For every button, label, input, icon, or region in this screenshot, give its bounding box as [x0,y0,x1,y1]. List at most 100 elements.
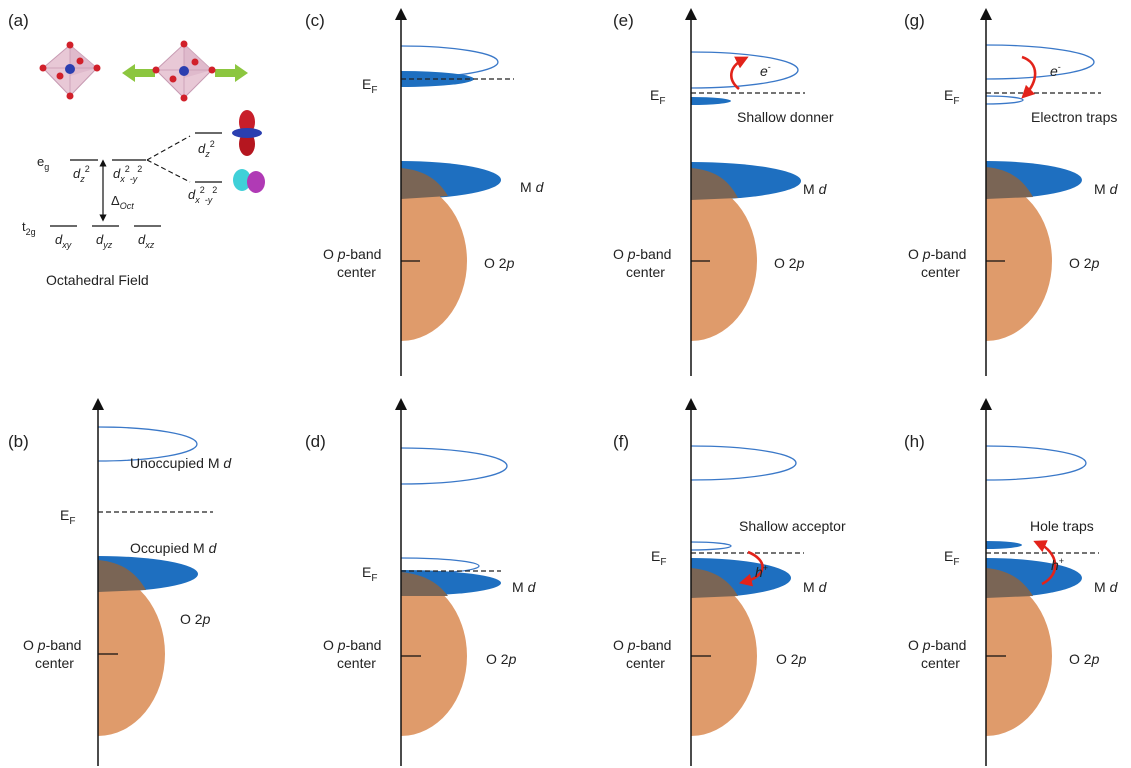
panel-label-f: (f) [613,432,629,451]
o-2p-label: O 2p [484,255,515,271]
o-2p-band [986,576,1052,736]
dz2-split-label: dz2 [198,139,215,159]
dxz-label: dxz [138,232,155,250]
eg-label: eg [37,154,49,172]
electron-trap-level [986,95,1024,105]
compress-right-arrow-icon [215,64,248,82]
band-overlap [98,560,146,592]
dz2-orbital-icon [232,110,262,156]
o-2p-label: O 2p [774,255,805,271]
ef-label: EF [651,548,666,568]
dx2y2-label: dx2-y2 [113,164,142,184]
hole-arrow-icon [738,550,764,587]
band-overlap [986,167,1033,199]
panel-label-g: (g) [904,11,925,30]
occupied-m-d-label: Occupied M d [130,540,218,556]
shallow-donner-label: Shallow donner [737,109,834,125]
partially-filled-band [401,557,480,575]
o-p-band-label: O p-band [613,637,671,653]
unoccupied-band [401,447,508,485]
octahedron-icon [39,41,101,100]
panel-e: (e) e- EF Shallow donner M d O 2p O p-ba… [613,7,834,376]
o-p-band-label: O p-band [908,246,966,262]
o-2p-band [401,576,467,736]
ef-label: EF [944,87,959,107]
o-2p-label: O 2p [486,651,517,667]
band-overlap [691,168,738,200]
o-2p-band [691,576,757,736]
o-p-band-label: O p-band [908,637,966,653]
o-2p-band [98,572,165,736]
center-label: center [626,264,665,280]
ef-label: EF [60,507,75,527]
panel-label-b: (b) [8,432,29,451]
shallow-acceptor-label: Shallow acceptor [739,518,846,534]
ef-label: EF [362,76,377,96]
center-label: center [921,655,960,671]
hole-trap-level [986,541,1022,549]
center-label: center [626,655,665,671]
panel-label-e: (e) [613,11,634,30]
unoccupied-m-d-label: Unoccupied M d [130,455,232,471]
electron-label: e- [760,62,771,79]
band-overlap [691,568,738,598]
trapping-arrow-icon [1021,55,1037,99]
panel-c: (c) EF M d O 2p O p-band center [305,7,545,376]
panel-label-a: (a) [8,11,29,30]
octahedral-field-caption: Octahedral Field [46,272,149,288]
m-d-label: M d [1094,181,1119,197]
center-label: center [337,264,376,280]
band-overlap [401,572,448,596]
m-d-label: M d [803,181,828,197]
o-2p-band [401,181,467,341]
panel-b: (b) Unoccupied M d EF Occupied M d O 2p … [8,398,232,766]
band-overlap [401,168,448,199]
o-p-band-label: O p-band [613,246,671,262]
ef-label: EF [944,548,959,568]
compress-left-arrow-icon [122,64,155,82]
panel-h: (h) h+ Hole traps EF M d O 2p O p-band c… [904,398,1119,766]
dx2y2-orbital-icon [233,169,265,193]
panel-f: (f) h+ Shallow acceptor EF M d O 2p O p-… [613,398,846,766]
electron-label: e- [1050,62,1061,79]
unoccupied-band [401,45,499,79]
band-overlap [986,568,1033,598]
distorted-octahedron-icon [152,40,216,102]
hole-label: h+ [755,563,768,580]
acceptor-level [691,541,732,551]
panel-label-c: (c) [305,11,325,30]
ef-label: EF [362,564,377,584]
o-2p-band [986,181,1052,341]
delta-oct-label: ΔOct [111,193,134,211]
dxy-label: dxy [55,232,72,250]
m-d-label: M d [803,579,828,595]
electron-traps-label: Electron traps [1031,109,1117,125]
center-label: center [337,655,376,671]
m-d-label: M d [520,179,545,195]
hole-traps-label: Hole traps [1030,518,1094,534]
o-p-band-label: O p-band [323,246,381,262]
panel-label-h: (h) [904,432,925,451]
unoccupied-band [691,51,799,89]
unoccupied-band [98,426,198,462]
o-p-band-label: O p-band [323,637,381,653]
o-2p-band [691,181,757,341]
panel-a: (a) [8,11,265,288]
panel-label-d: (d) [305,432,326,451]
center-label: center [921,264,960,280]
panel-d: (d) EF M d O 2p O p-band center [305,398,537,766]
panel-g: (g) e- EF Electron traps M d O 2p O p-ba… [904,7,1119,376]
ef-label: EF [650,87,665,107]
hole-label: h+ [1051,556,1064,573]
unoccupied-band [691,445,797,481]
dz2-label: dz2 [73,164,90,184]
unoccupied-band [986,445,1087,481]
m-d-label: M d [1094,579,1119,595]
o-2p-label: O 2p [1069,255,1100,271]
hole-trap-arrow-icon [1033,540,1057,586]
o-p-band-label: O p-band [23,637,81,653]
unoccupied-band [986,44,1095,80]
dx2y2-split-label: dx2-y2 [188,185,217,205]
